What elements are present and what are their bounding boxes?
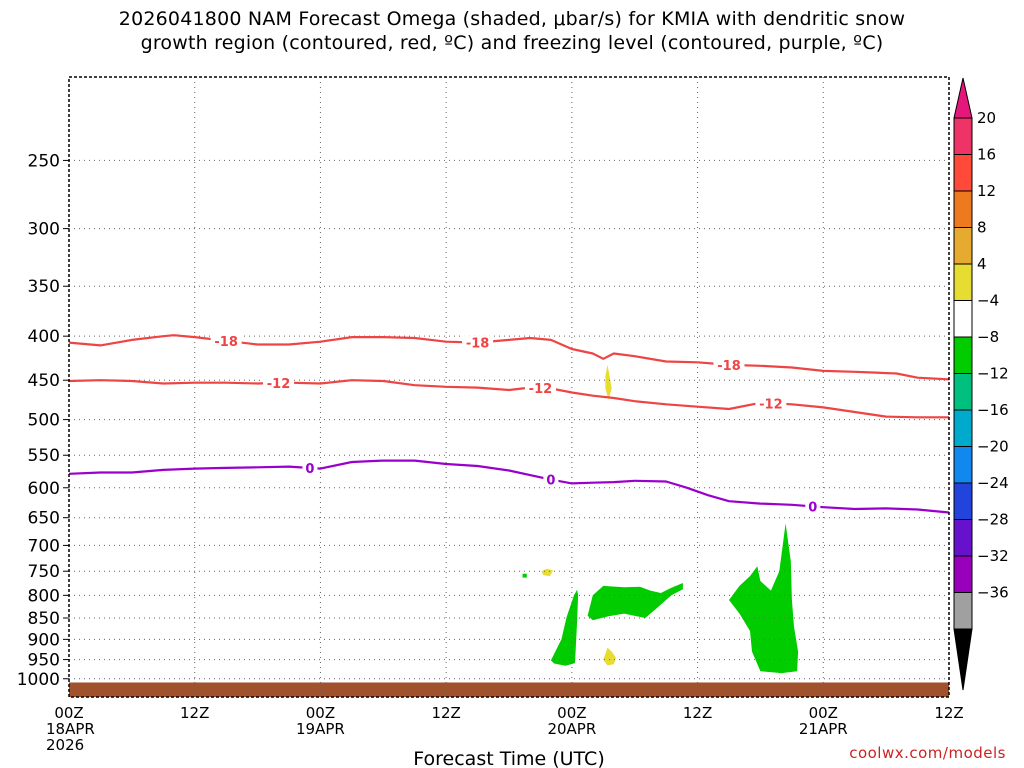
y-tick-label: 750 xyxy=(28,562,60,582)
contour-label-bg xyxy=(805,499,821,514)
x-tick-label: 21APR xyxy=(799,720,848,738)
y-tick-label: 900 xyxy=(28,630,60,650)
x-tick-label: 00Z xyxy=(809,704,838,722)
colorbar-label: −36 xyxy=(977,584,1009,602)
colorbar-segment xyxy=(953,190,973,228)
colorbar-label: −28 xyxy=(977,511,1009,529)
y-tick-label: 700 xyxy=(28,536,60,556)
contour-label-bg xyxy=(263,375,295,390)
colorbar-label: −12 xyxy=(977,365,1009,383)
contour-label-bg xyxy=(302,460,318,475)
colorbar-segment xyxy=(953,519,973,557)
omega-region-0-0 xyxy=(522,573,527,578)
omega-region-0-3 xyxy=(729,523,799,674)
colorbar-label: −16 xyxy=(977,401,1009,419)
plot-frame xyxy=(68,76,950,698)
colorbar-label: 8 xyxy=(977,219,987,237)
x-tick-label: 2026 xyxy=(46,736,84,754)
y-tick-label: 450 xyxy=(28,371,60,391)
colorbar-bottom-arrow xyxy=(953,628,973,691)
terrain-band xyxy=(69,682,949,697)
colorbar-segment xyxy=(953,300,973,338)
colorbar-segment xyxy=(953,409,973,447)
contour-label-bg xyxy=(543,472,559,487)
x-tick-label: 19APR xyxy=(296,720,345,738)
x-tick-label: 12Z xyxy=(431,704,460,722)
x-tick-label: 20APR xyxy=(547,720,596,738)
omega-region-1-2 xyxy=(603,647,616,666)
contour-label: -18 xyxy=(214,335,238,350)
colorbar-label: 20 xyxy=(977,109,996,127)
contour-label: -12 xyxy=(759,397,783,412)
contour-label-bg xyxy=(210,333,242,348)
chart-title-line-2: growth region (contoured, red, ºC) and f… xyxy=(140,32,884,54)
y-tick-label: 650 xyxy=(28,509,60,529)
x-tick-label: 00Z xyxy=(306,704,335,722)
colorbar-segment xyxy=(953,446,973,484)
contour-label-bg xyxy=(713,357,745,372)
colorbar-segment xyxy=(953,373,973,411)
x-tick-label: 12Z xyxy=(934,704,963,722)
colorbar-label: −4 xyxy=(977,292,999,310)
contour-label: 0 xyxy=(808,500,817,515)
colorbar-segment xyxy=(953,592,973,630)
credit-text: coolwx.com/models xyxy=(849,744,1006,762)
y-tick-label: 500 xyxy=(28,411,60,431)
contour-label-bg xyxy=(524,381,556,396)
colorbar-label: −24 xyxy=(977,474,1009,492)
y-tick-label: 950 xyxy=(28,651,60,671)
y-tick-label: 600 xyxy=(28,479,60,499)
omega-region-0-2 xyxy=(587,583,683,621)
colorbar-segment xyxy=(953,555,973,593)
x-tick-label: 18APR xyxy=(46,720,95,738)
contour-line-0 xyxy=(68,334,950,381)
contour-label: -18 xyxy=(466,337,490,352)
colorbar-label: −32 xyxy=(977,547,1009,565)
x-tick-label: 00Z xyxy=(557,704,586,722)
y-tick-label: 350 xyxy=(28,277,60,297)
colorbar-label: 12 xyxy=(977,182,996,200)
contour-label: 0 xyxy=(546,474,555,489)
y-tick-label: 400 xyxy=(28,327,60,347)
contour-label-bg xyxy=(755,396,787,411)
contour-line-1 xyxy=(68,379,949,419)
x-tick-label: 12Z xyxy=(683,704,712,722)
colorbar-label: 4 xyxy=(977,255,987,273)
x-tick-label: 12Z xyxy=(180,704,209,722)
omega-region-1-1 xyxy=(605,364,612,400)
y-tick-label: 550 xyxy=(28,446,60,466)
contour-label: -18 xyxy=(717,359,741,374)
omega-region-0-1 xyxy=(550,589,579,666)
colorbar-segment xyxy=(953,227,973,265)
colorbar-label: −8 xyxy=(977,328,999,346)
colorbar-segment xyxy=(953,336,973,374)
y-tick-label: 1000 xyxy=(17,670,60,690)
contour-label: 0 xyxy=(305,462,314,477)
y-tick-label: 800 xyxy=(28,586,60,606)
contour-label: -12 xyxy=(529,382,553,397)
y-tick-label: 250 xyxy=(28,151,60,171)
colorbar-top-arrow xyxy=(953,77,973,119)
y-tick-label: 300 xyxy=(28,220,60,240)
x-axis-label: Forecast Time (UTC) xyxy=(413,748,604,768)
colorbar-segment xyxy=(953,482,973,520)
colorbar-segment xyxy=(953,154,973,192)
chart-title-line-1: 2026041800 NAM Forecast Omega (shaded, μ… xyxy=(118,8,906,30)
contour-label: -12 xyxy=(267,377,291,392)
y-tick-label: 850 xyxy=(28,609,60,629)
colorbar-segment xyxy=(953,263,973,301)
colorbar-segment xyxy=(953,117,973,155)
omega-region-1-0 xyxy=(541,568,553,577)
colorbar-label: −20 xyxy=(977,438,1009,456)
colorbar-label: 16 xyxy=(977,146,996,164)
x-tick-label: 00Z xyxy=(54,704,83,722)
contour-line-2 xyxy=(68,459,950,514)
contour-label-bg xyxy=(462,335,494,350)
